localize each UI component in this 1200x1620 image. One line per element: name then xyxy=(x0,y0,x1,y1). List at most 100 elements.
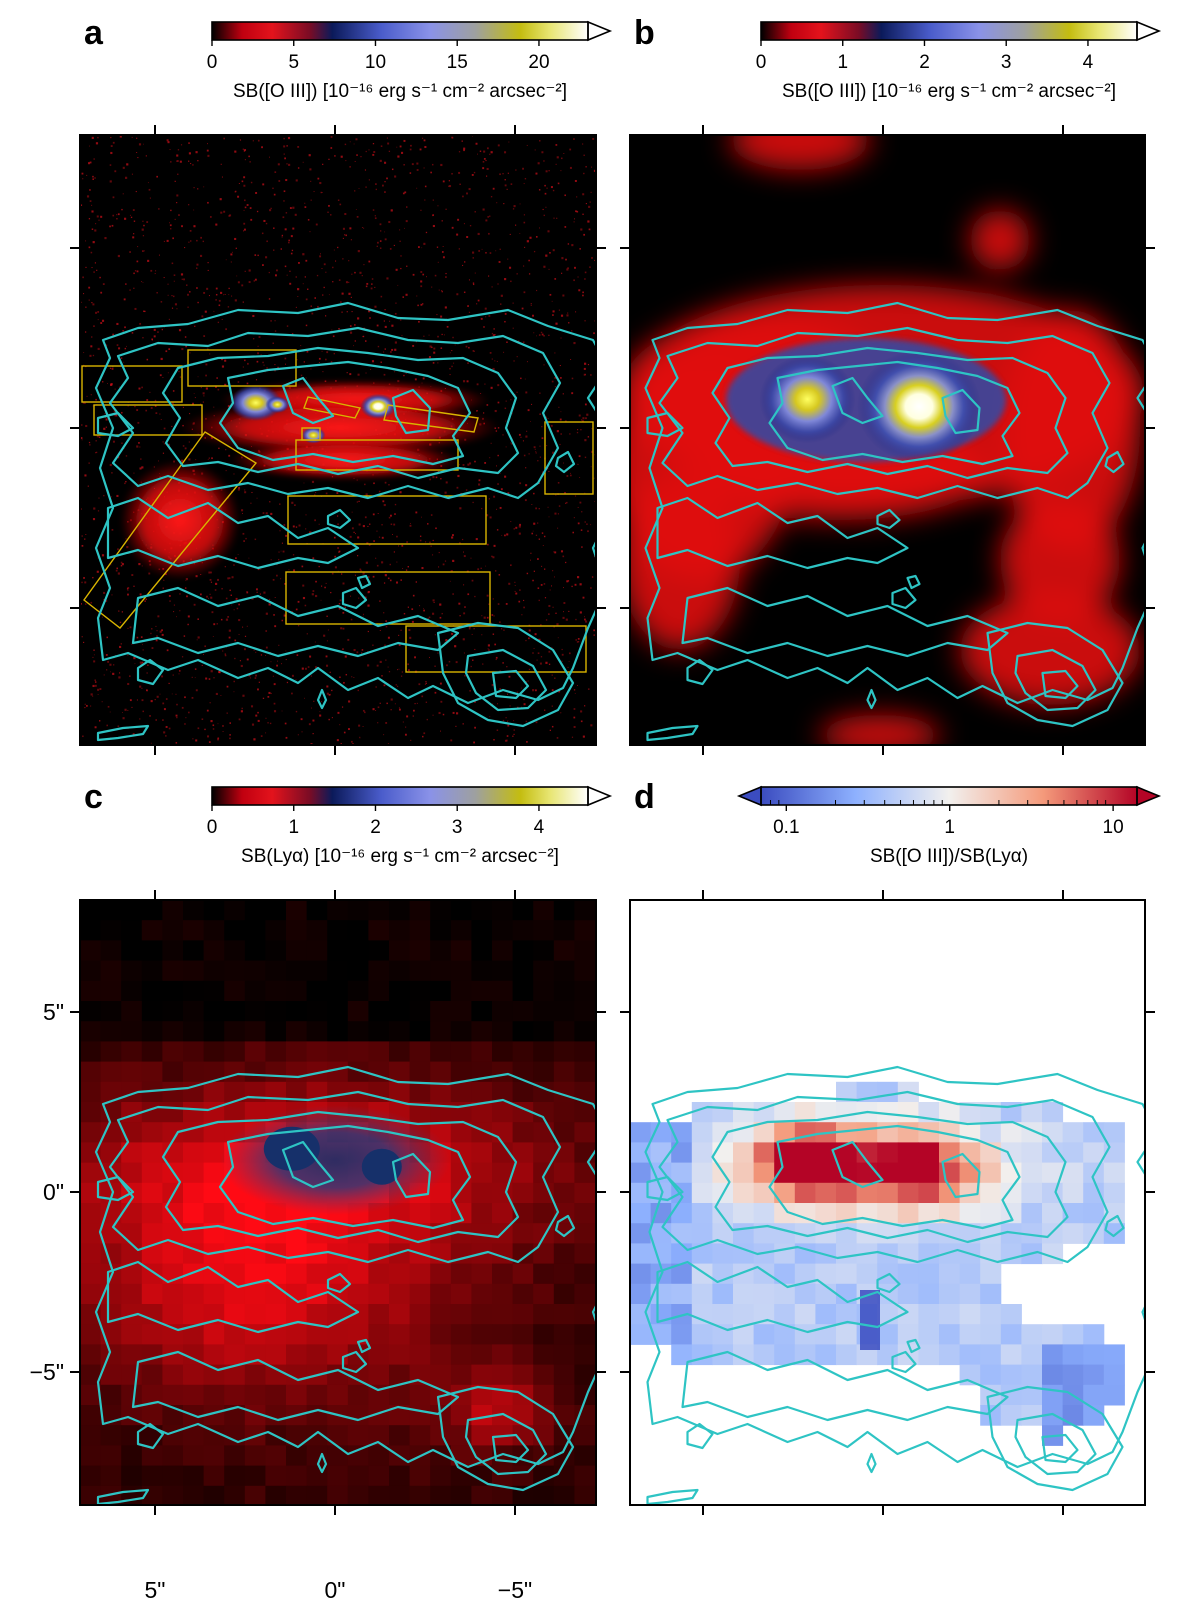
noise-pixel xyxy=(249,161,251,163)
noise-pixel xyxy=(584,492,586,494)
noise-pixel xyxy=(93,325,95,327)
noise-pixel xyxy=(340,627,343,630)
noise-pixel xyxy=(467,305,469,307)
noise-pixel xyxy=(441,220,443,222)
noise-pixel xyxy=(284,157,286,160)
noise-pixel xyxy=(381,184,384,187)
map-pixel xyxy=(286,1304,308,1325)
noise-pixel xyxy=(195,267,198,269)
noise-pixel xyxy=(398,634,400,636)
map-pixel xyxy=(286,900,308,921)
noise-pixel xyxy=(217,321,220,324)
map-pixel xyxy=(959,1263,981,1285)
noise-pixel xyxy=(240,710,243,713)
map-pixel xyxy=(815,1182,837,1204)
noise-pixel xyxy=(273,683,276,686)
noise-pixel xyxy=(442,563,445,566)
noise-pixel xyxy=(562,555,565,558)
noise-pixel xyxy=(547,418,549,420)
noise-pixel xyxy=(468,311,471,313)
noise-pixel xyxy=(239,139,242,141)
map-pixel xyxy=(286,1263,308,1285)
noise-pixel xyxy=(514,585,516,587)
map-pixel xyxy=(183,1182,205,1204)
noise-pixel xyxy=(133,287,135,289)
map-pixel xyxy=(1021,1344,1043,1366)
noise-pixel xyxy=(452,336,454,339)
noise-pixel xyxy=(582,294,584,297)
map-pixel xyxy=(244,1485,266,1505)
noise-pixel xyxy=(556,623,559,626)
map-pixel xyxy=(203,980,225,1002)
noise-pixel xyxy=(223,210,226,213)
noise-pixel xyxy=(577,506,579,508)
noise-pixel xyxy=(525,391,528,394)
map-pixel xyxy=(162,980,184,1002)
noise-pixel xyxy=(372,644,374,646)
noise-pixel xyxy=(224,653,227,655)
map-pixel xyxy=(389,1001,411,1022)
noise-pixel xyxy=(521,307,524,310)
noise-pixel xyxy=(151,647,154,650)
noise-pixel xyxy=(241,180,244,183)
noise-pixel xyxy=(243,176,246,179)
noise-pixel xyxy=(430,171,432,174)
map-pixel xyxy=(389,1465,411,1487)
map-pixel xyxy=(347,1283,369,1305)
map-pixel xyxy=(533,1283,555,1305)
noise-pixel xyxy=(405,372,407,374)
noise-pixel xyxy=(400,267,402,270)
noise-pixel xyxy=(97,319,99,321)
noise-pixel xyxy=(92,405,94,407)
map-pixel xyxy=(80,1102,102,1123)
map-pixel xyxy=(121,1465,143,1487)
noise-pixel xyxy=(95,451,97,454)
map-pixel xyxy=(512,1263,534,1285)
noise-pixel xyxy=(483,150,486,153)
map-pixel xyxy=(141,980,163,1002)
noise-pixel xyxy=(396,685,399,687)
noise-pixel xyxy=(297,734,299,736)
noise-pixel xyxy=(456,486,459,489)
noise-pixel xyxy=(270,512,273,515)
map-pixel xyxy=(389,980,411,1002)
map-pixel xyxy=(450,1081,472,1103)
map-pixel xyxy=(183,960,205,982)
noise-pixel xyxy=(358,500,360,502)
lya-contour xyxy=(906,574,921,590)
map-pixel xyxy=(224,1465,246,1487)
map-pixel xyxy=(141,1304,163,1325)
noise-pixel xyxy=(110,564,112,566)
noise-pixel xyxy=(140,636,143,638)
noise-pixel xyxy=(526,430,528,432)
map-pixel xyxy=(533,1465,555,1487)
map-pixel xyxy=(512,1041,534,1063)
map-pixel xyxy=(512,1344,534,1366)
noise-pixel xyxy=(225,259,227,261)
map-pixel xyxy=(409,920,431,941)
noise-pixel xyxy=(81,424,83,426)
map-pixel xyxy=(691,1223,713,1244)
noise-pixel xyxy=(537,460,539,462)
noise-pixel xyxy=(273,249,275,251)
noise-pixel xyxy=(242,694,245,697)
noise-pixel xyxy=(176,194,179,197)
map-pixel xyxy=(244,900,266,921)
noise-pixel xyxy=(496,465,498,467)
noise-pixel xyxy=(188,241,190,243)
noise-pixel xyxy=(183,635,186,637)
lya-contour xyxy=(1041,1433,1079,1464)
noise-pixel xyxy=(561,648,563,651)
map-pixel xyxy=(753,1283,775,1305)
noise-pixel xyxy=(343,731,346,734)
noise-pixel xyxy=(337,246,339,249)
noise-pixel xyxy=(555,322,558,325)
map-pixel xyxy=(286,1445,308,1467)
map-pixel xyxy=(306,1344,328,1366)
noise-pixel xyxy=(116,494,119,497)
noise-pixel xyxy=(535,534,538,536)
noise-pixel xyxy=(244,635,247,637)
noise-pixel xyxy=(591,166,593,168)
noise-pixel xyxy=(235,247,237,249)
map-pixel xyxy=(553,1465,575,1487)
